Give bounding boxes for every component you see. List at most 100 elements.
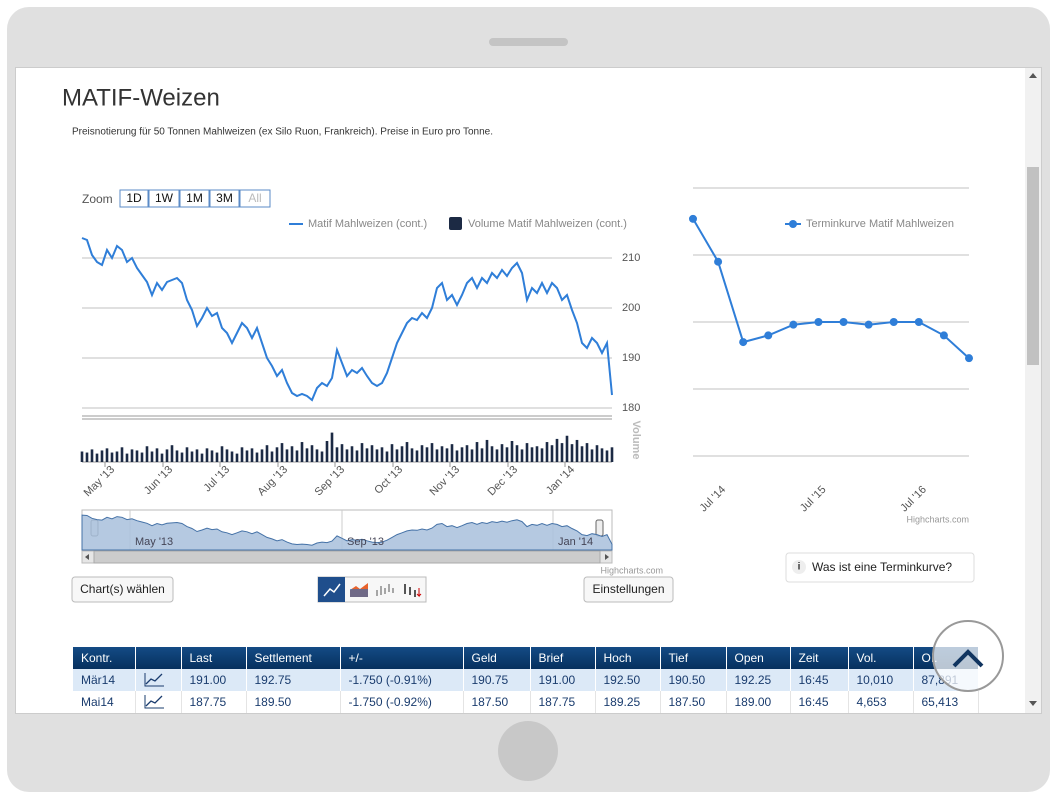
column-header: Hoch — [595, 647, 661, 669]
volume-bar — [235, 453, 239, 462]
volume-bar — [195, 449, 199, 462]
candle-type-button[interactable] — [404, 584, 416, 597]
scroll-down[interactable] — [1029, 701, 1037, 706]
volume-bar — [610, 447, 614, 462]
volume-bar — [310, 445, 314, 462]
zoom-button[interactable] — [179, 189, 210, 208]
volume-bar — [460, 447, 464, 462]
x-tick-label: Jul '16 — [898, 484, 929, 515]
volume-bar — [265, 445, 269, 462]
volume-bar — [300, 442, 304, 462]
page-scrollbar-thumb[interactable] — [1027, 167, 1039, 365]
volume-bar — [350, 446, 354, 462]
x-tick-label: Dec '13 — [486, 464, 521, 499]
volume-bar — [550, 445, 554, 462]
cell: 190.50 — [660, 669, 727, 691]
volume-bar — [485, 439, 489, 462]
volume-bar — [130, 449, 134, 462]
volume-bar — [555, 438, 559, 462]
icon-line — [145, 695, 162, 706]
point — [739, 338, 748, 347]
scroll-top-button[interactable] — [932, 620, 1004, 692]
point — [864, 320, 873, 329]
point — [764, 331, 773, 340]
volume-bar — [520, 449, 524, 462]
icon-cell — [135, 691, 182, 713]
cell: 192.75 — [246, 669, 341, 691]
volume-bar — [560, 443, 564, 462]
volume-bar — [145, 446, 149, 462]
page-scrollbar[interactable] — [1025, 68, 1041, 713]
volume-bar — [475, 442, 479, 462]
ohlc-type-button[interactable] — [376, 584, 394, 596]
volume-bar — [585, 443, 589, 462]
chevron-line — [952, 649, 984, 668]
header-row: Kontr. Last Settlement +/- Geld Brief Hoch Tief… — [73, 647, 979, 669]
volume-bar — [375, 449, 379, 462]
settings-button-label: Einstellungen — [592, 582, 664, 596]
volume-bar — [370, 445, 374, 462]
info-icon-glyph: i — [798, 562, 801, 573]
zoom-button-label: 3M — [216, 191, 233, 205]
forward-curve — [692, 218, 970, 359]
volume-bar — [225, 449, 229, 462]
x-tick-label: Oct '13 — [372, 464, 405, 497]
nav-handle[interactable] — [595, 519, 604, 537]
volume-bar — [125, 453, 129, 462]
volume-bar — [335, 447, 339, 462]
volume-bar — [275, 447, 279, 462]
zoom-button[interactable] — [119, 189, 149, 208]
y-tick-label: 200 — [622, 302, 640, 314]
info-button[interactable] — [785, 552, 975, 583]
chart-icon[interactable] — [144, 671, 166, 687]
page-title: MATIF-Weizen — [62, 84, 220, 111]
scroll-left[interactable] — [85, 554, 89, 560]
volume-bar — [150, 451, 154, 462]
icon-line — [145, 673, 162, 684]
volume-bar — [80, 451, 84, 462]
y-tick-label: 210 — [622, 252, 640, 264]
scroll-up[interactable] — [1029, 73, 1037, 78]
volume-bar — [255, 452, 259, 462]
y-tick-label: 180 — [622, 402, 640, 414]
cell: 65,413 — [913, 691, 979, 713]
cell: -1.750 (-0.92%) — [340, 691, 464, 713]
chevron — [952, 649, 984, 668]
zoom-button[interactable] — [239, 189, 271, 208]
volume-bar — [530, 447, 534, 462]
volume-bar — [165, 449, 169, 462]
volume-bar — [260, 449, 264, 462]
volume-bar — [200, 453, 204, 462]
charts-button[interactable] — [71, 576, 174, 603]
volume-bar — [230, 451, 234, 462]
volume-bar — [305, 448, 309, 462]
volume-bar — [160, 453, 164, 462]
cell: 189.50 — [246, 691, 341, 713]
volume-bar — [170, 445, 174, 462]
zoom-button[interactable] — [148, 189, 180, 208]
home-button[interactable] — [498, 721, 558, 781]
volume-bar — [575, 439, 579, 462]
zoom-button-label: 1D — [126, 191, 142, 205]
volume-bar — [360, 443, 364, 462]
x-tick-label: Jan '14 — [544, 464, 577, 497]
zoom-label: Zoom — [82, 192, 113, 206]
volume-bar — [140, 452, 144, 462]
volume-bar — [455, 450, 459, 462]
volume-bar — [480, 448, 484, 462]
volume-bar — [380, 447, 384, 462]
zoom-button[interactable] — [209, 189, 240, 208]
x-tick-label: May '13 — [82, 464, 117, 499]
scrollbar-thumb[interactable] — [93, 550, 601, 564]
scroll-right[interactable] — [605, 554, 609, 560]
volume-bar — [210, 450, 214, 462]
volume-bar — [570, 444, 574, 462]
volume-bar — [565, 435, 569, 462]
chart-icon[interactable] — [144, 693, 166, 709]
volume-bar — [155, 448, 159, 462]
volume-bar — [85, 452, 89, 462]
volume-bar — [385, 451, 389, 462]
settings-button[interactable] — [583, 576, 674, 603]
column-header: Kontr. — [73, 647, 136, 669]
